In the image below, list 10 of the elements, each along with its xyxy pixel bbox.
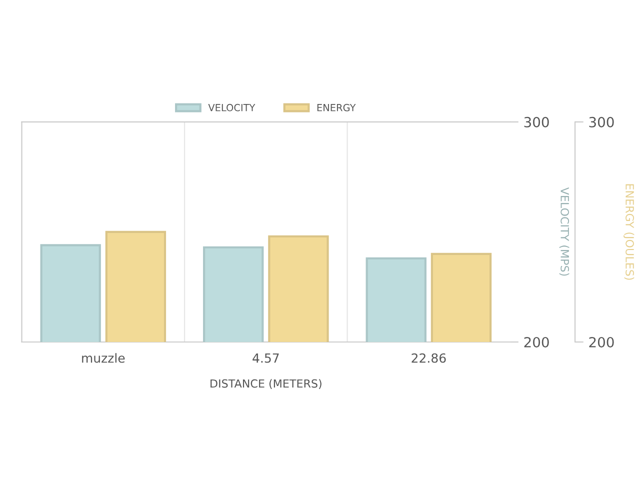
legend-label: VELOCITY	[208, 104, 256, 112]
x-tick-label: muzzle	[82, 353, 125, 363]
y2-axis-title: ENERGY (JOULES)	[624, 184, 634, 280]
legend-label: ENERGY	[317, 104, 356, 112]
y2-tick-label: 200	[589, 336, 614, 348]
y2-tick-label: 300	[589, 116, 614, 128]
y-axis-title: VELOCITY (MPS)	[559, 187, 570, 276]
x-tick-label: 4.57	[252, 353, 279, 363]
x-axis-title: DISTANCE (METERS)	[210, 379, 322, 390]
x-tick-label: 22.86	[412, 353, 446, 363]
